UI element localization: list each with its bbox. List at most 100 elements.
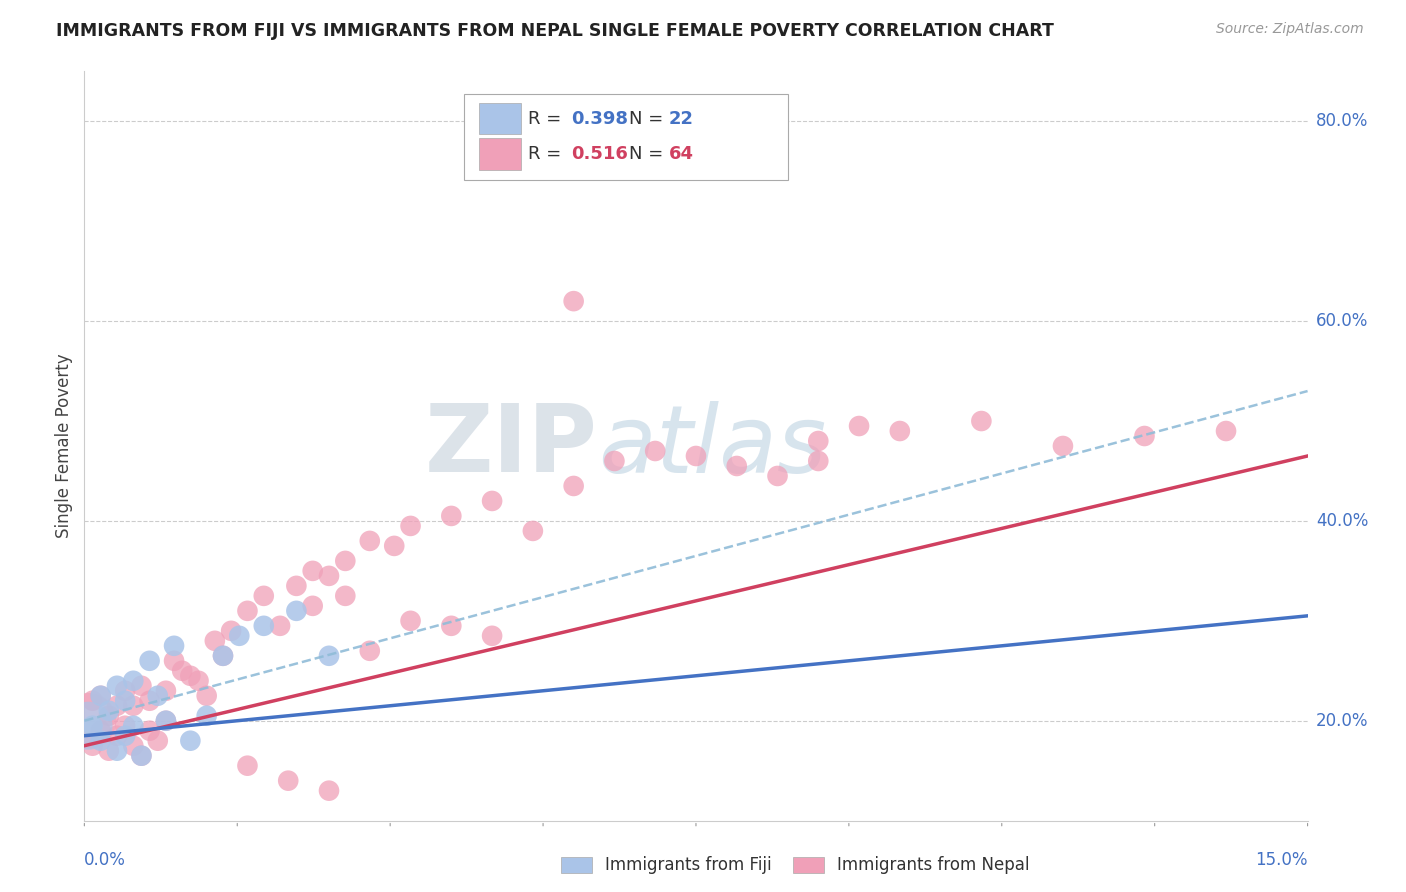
Text: 0.398: 0.398	[571, 110, 628, 128]
Point	[172, 664, 194, 678]
Text: 64: 64	[669, 145, 695, 162]
Point	[1133, 429, 1156, 443]
Point	[212, 648, 235, 663]
Point	[285, 604, 308, 618]
Point	[97, 708, 120, 723]
Point	[219, 624, 242, 638]
Point	[359, 533, 381, 548]
Point	[131, 748, 153, 763]
Point	[399, 614, 422, 628]
Point	[685, 449, 707, 463]
Point	[481, 629, 503, 643]
Point	[131, 679, 153, 693]
Point	[82, 694, 104, 708]
Point	[269, 619, 291, 633]
Point	[138, 723, 160, 738]
Point	[228, 629, 250, 643]
Point	[807, 434, 830, 448]
Point	[335, 554, 357, 568]
Point	[253, 619, 276, 633]
Point	[277, 773, 299, 788]
Text: 22: 22	[669, 110, 695, 128]
Point	[90, 723, 112, 738]
Point	[82, 739, 104, 753]
Point	[766, 469, 789, 483]
Point	[725, 458, 748, 473]
Point	[114, 683, 136, 698]
Point	[82, 719, 104, 733]
Point	[122, 719, 145, 733]
Point	[204, 633, 226, 648]
Point	[114, 719, 136, 733]
Point	[236, 758, 259, 772]
Point	[122, 739, 145, 753]
Point	[90, 733, 112, 747]
Point	[90, 689, 112, 703]
FancyBboxPatch shape	[479, 138, 522, 169]
Point	[195, 708, 218, 723]
Point	[562, 294, 585, 309]
Point	[77, 714, 100, 728]
Point	[131, 748, 153, 763]
Text: 0.0%: 0.0%	[84, 851, 127, 869]
Y-axis label: Single Female Poverty: Single Female Poverty	[55, 354, 73, 538]
Text: Source: ZipAtlas.com: Source: ZipAtlas.com	[1216, 22, 1364, 37]
Point	[522, 524, 544, 538]
Text: ZIP: ZIP	[425, 400, 598, 492]
Text: N =: N =	[628, 145, 669, 162]
Point	[440, 508, 463, 523]
Point	[138, 654, 160, 668]
Point	[155, 714, 177, 728]
Point	[138, 694, 160, 708]
Point	[1215, 424, 1237, 438]
Point	[359, 644, 381, 658]
Point	[889, 424, 911, 438]
Point	[187, 673, 209, 688]
Point	[77, 719, 100, 733]
Point	[335, 589, 357, 603]
Point	[122, 698, 145, 713]
FancyBboxPatch shape	[479, 103, 522, 135]
Point	[97, 704, 120, 718]
Point	[155, 714, 177, 728]
Point	[163, 654, 186, 668]
Point	[970, 414, 993, 428]
Point	[399, 519, 422, 533]
Text: 40.0%: 40.0%	[1316, 512, 1368, 530]
Point	[155, 683, 177, 698]
Point	[440, 619, 463, 633]
Point	[318, 648, 340, 663]
Point	[179, 669, 201, 683]
Point	[318, 569, 340, 583]
Point	[90, 689, 112, 703]
Text: 20.0%: 20.0%	[1316, 712, 1368, 730]
Point	[163, 639, 186, 653]
Point	[97, 744, 120, 758]
Text: 15.0%: 15.0%	[1256, 851, 1308, 869]
Point	[285, 579, 308, 593]
Point	[114, 694, 136, 708]
Text: 0.516: 0.516	[571, 145, 628, 162]
Point	[146, 689, 169, 703]
Point	[603, 454, 626, 468]
Point	[105, 698, 128, 713]
Text: Immigrants from Nepal: Immigrants from Nepal	[837, 856, 1029, 874]
Point	[318, 783, 340, 797]
Point	[807, 454, 830, 468]
Point	[105, 679, 128, 693]
Text: 80.0%: 80.0%	[1316, 112, 1368, 130]
Point	[562, 479, 585, 493]
Text: 60.0%: 60.0%	[1316, 312, 1368, 330]
Point	[1052, 439, 1074, 453]
Point	[253, 589, 276, 603]
Point	[644, 444, 666, 458]
Point	[146, 733, 169, 747]
Point	[212, 648, 235, 663]
Point	[301, 564, 323, 578]
Point	[114, 729, 136, 743]
Text: N =: N =	[628, 110, 669, 128]
Point	[179, 733, 201, 747]
Text: atlas: atlas	[598, 401, 827, 491]
Text: R =: R =	[529, 110, 568, 128]
Point	[481, 494, 503, 508]
